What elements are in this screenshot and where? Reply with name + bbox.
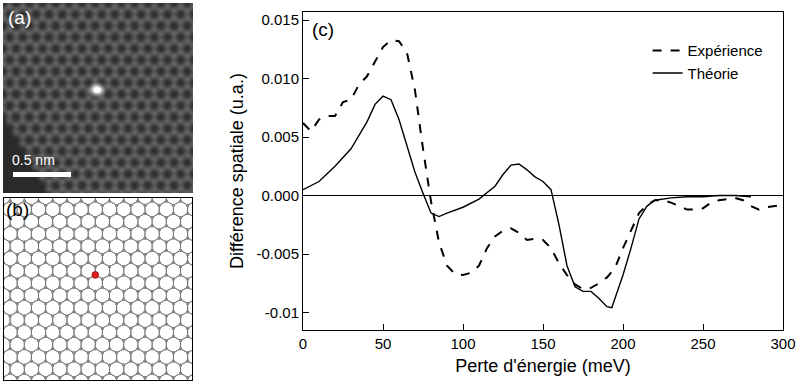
svg-text:0.5 nm: 0.5 nm (12, 152, 55, 168)
svg-text:200: 200 (610, 335, 635, 352)
svg-text:-0.01: -0.01 (265, 304, 299, 321)
svg-text:(b): (b) (6, 199, 29, 220)
svg-text:0.015: 0.015 (261, 11, 299, 28)
svg-text:-0.005: -0.005 (256, 245, 299, 262)
svg-text:50: 50 (375, 335, 392, 352)
svg-text:150: 150 (530, 335, 555, 352)
svg-text:Différence spatiale (u.a.): Différence spatiale (u.a.) (227, 73, 247, 269)
svg-text:Expérience: Expérience (688, 42, 763, 59)
svg-text:250: 250 (690, 335, 715, 352)
svg-text:0: 0 (299, 335, 307, 352)
svg-text:(a): (a) (8, 7, 31, 28)
svg-text:300: 300 (770, 335, 795, 352)
svg-text:Théorie: Théorie (688, 65, 739, 82)
svg-text:(c): (c) (312, 19, 334, 40)
svg-text:100: 100 (450, 335, 475, 352)
svg-text:0.000: 0.000 (261, 187, 299, 204)
svg-text:0.005: 0.005 (261, 128, 299, 145)
svg-text:Perte d'énergie (meV): Perte d'énergie (meV) (455, 356, 631, 376)
svg-text:0.010: 0.010 (261, 70, 299, 87)
